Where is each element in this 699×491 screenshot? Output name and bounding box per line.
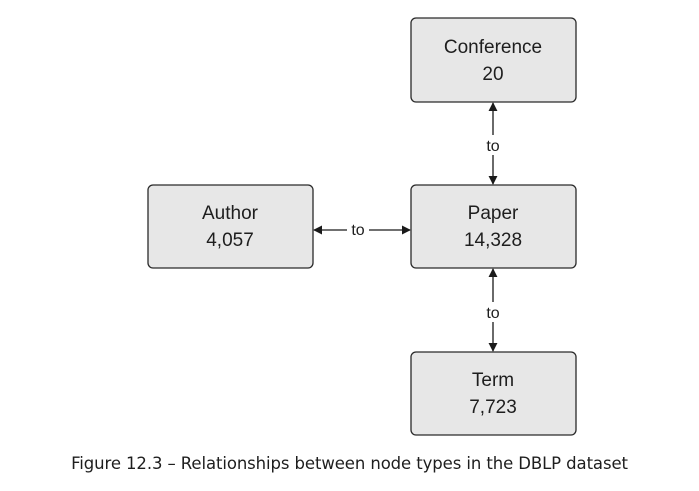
node-paper-count: 14,328: [464, 230, 522, 251]
node-term-name: Term: [472, 370, 514, 391]
edge-paper-term: to: [486, 268, 500, 352]
node-author-name: Author: [202, 203, 259, 224]
node-term-box: [410, 351, 577, 436]
node-conference-count: 20: [482, 64, 503, 85]
node-conference: Conference 20: [410, 17, 577, 103]
node-paper: Paper 14,328: [410, 184, 577, 269]
node-author-count: 4,057: [206, 230, 254, 251]
node-conference-box: [410, 17, 577, 103]
node-author-box: [147, 184, 314, 269]
node-paper-name: Paper: [468, 203, 519, 224]
figure-caption: Figure 12.3 – Relationships between node…: [71, 454, 628, 473]
node-conference-name: Conference: [444, 37, 542, 58]
edge-author-paper: to: [313, 222, 411, 239]
edge-paper-conference: to: [486, 102, 500, 185]
edge-paper-term-label: to: [486, 305, 499, 322]
edge-paper-conference-label: to: [486, 138, 499, 155]
node-term: Term 7,723: [410, 351, 577, 436]
node-author: Author 4,057: [147, 184, 314, 269]
node-paper-box: [410, 184, 577, 269]
edge-author-paper-label: to: [351, 222, 364, 239]
node-term-count: 7,723: [469, 397, 517, 418]
